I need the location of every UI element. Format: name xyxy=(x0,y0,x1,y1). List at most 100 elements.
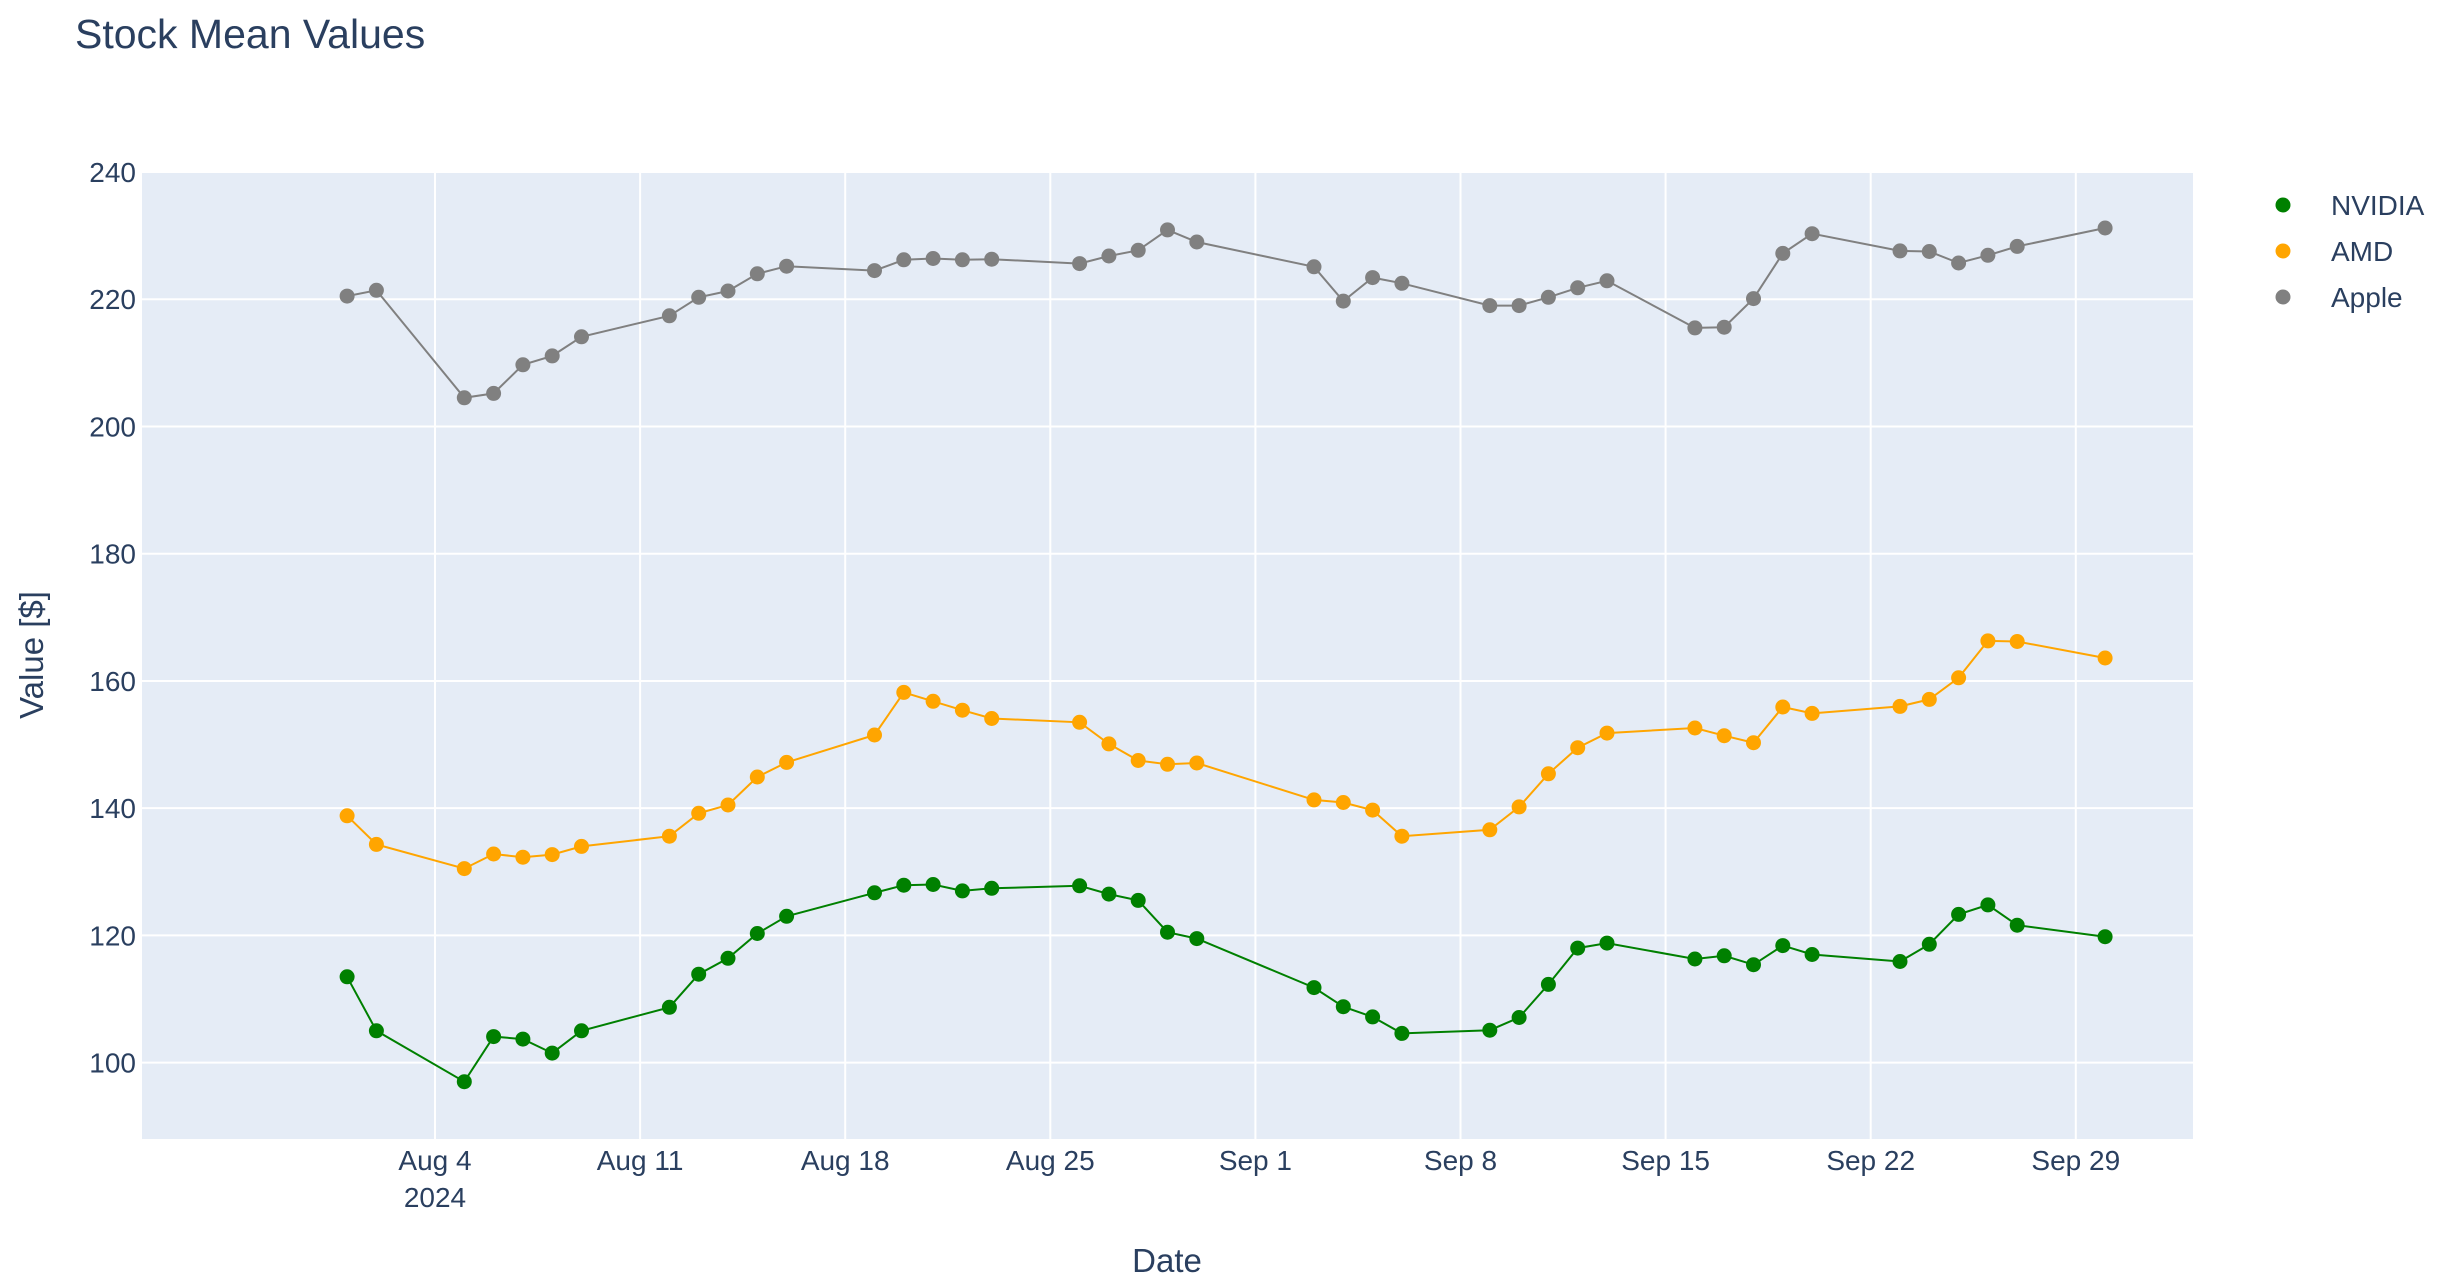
data-point[interactable] xyxy=(1306,259,1322,275)
data-point[interactable] xyxy=(368,282,384,298)
data-point[interactable] xyxy=(1072,878,1088,894)
data-point[interactable] xyxy=(1921,244,1937,259)
data-point[interactable] xyxy=(1599,273,1615,289)
data-point[interactable] xyxy=(1130,242,1146,258)
data-point[interactable] xyxy=(486,385,502,401)
data-point[interactable] xyxy=(691,966,707,982)
data-point[interactable] xyxy=(339,808,355,824)
legend-item-apple[interactable]: Apple xyxy=(2275,282,2403,313)
data-point[interactable] xyxy=(515,357,531,373)
data-point[interactable] xyxy=(1804,947,1820,962)
data-point[interactable] xyxy=(1599,935,1615,951)
data-point[interactable] xyxy=(1365,1009,1381,1025)
data-point[interactable] xyxy=(544,847,560,863)
data-point[interactable] xyxy=(1540,766,1556,782)
data-point[interactable] xyxy=(1365,270,1381,286)
data-point[interactable] xyxy=(867,263,882,279)
data-point[interactable] xyxy=(1394,1025,1410,1041)
data-point[interactable] xyxy=(1511,1010,1527,1025)
legend-item-nvidia[interactable]: NVIDIA xyxy=(2275,190,2425,221)
data-point[interactable] xyxy=(661,828,677,844)
data-point[interactable] xyxy=(661,999,677,1015)
data-point[interactable] xyxy=(1980,247,1996,263)
data-point[interactable] xyxy=(1101,736,1117,752)
data-point[interactable] xyxy=(515,1031,531,1047)
data-point[interactable] xyxy=(574,1023,589,1039)
data-point[interactable] xyxy=(515,849,531,865)
data-point[interactable] xyxy=(984,711,1000,726)
legend-item-amd[interactable]: AMD xyxy=(2275,236,2394,267)
data-point[interactable] xyxy=(720,797,736,813)
data-point[interactable] xyxy=(1746,957,1761,973)
data-point[interactable] xyxy=(1306,980,1322,996)
data-point[interactable] xyxy=(544,1045,560,1061)
data-point[interactable] xyxy=(1980,633,1996,649)
data-point[interactable] xyxy=(1892,698,1908,714)
data-point[interactable] xyxy=(1189,931,1205,947)
data-point[interactable] xyxy=(1951,906,1967,922)
data-point[interactable] xyxy=(2009,917,2025,933)
data-point[interactable] xyxy=(1482,1022,1498,1038)
data-point[interactable] xyxy=(1072,714,1088,730)
data-point[interactable] xyxy=(1775,699,1791,715)
data-point[interactable] xyxy=(867,727,882,743)
data-point[interactable] xyxy=(1599,725,1615,741)
data-point[interactable] xyxy=(925,693,941,709)
data-point[interactable] xyxy=(2097,929,2113,945)
data-point[interactable] xyxy=(544,348,560,364)
data-point[interactable] xyxy=(456,390,472,406)
data-point[interactable] xyxy=(779,258,795,274)
data-point[interactable] xyxy=(1804,705,1820,721)
data-point[interactable] xyxy=(1511,799,1527,815)
data-point[interactable] xyxy=(1365,802,1381,818)
data-point[interactable] xyxy=(1570,940,1586,956)
data-point[interactable] xyxy=(1394,828,1410,844)
data-point[interactable] xyxy=(1189,755,1205,771)
data-point[interactable] xyxy=(749,266,765,282)
data-point[interactable] xyxy=(1716,728,1732,744)
data-point[interactable] xyxy=(779,908,795,924)
data-point[interactable] xyxy=(1687,320,1703,336)
data-point[interactable] xyxy=(954,702,970,718)
data-point[interactable] xyxy=(1540,289,1556,305)
data-point[interactable] xyxy=(1716,948,1732,964)
data-point[interactable] xyxy=(1335,293,1351,309)
data-point[interactable] xyxy=(954,252,970,268)
data-point[interactable] xyxy=(896,684,912,700)
data-point[interactable] xyxy=(1394,275,1410,291)
data-point[interactable] xyxy=(1921,936,1937,952)
data-point[interactable] xyxy=(749,769,765,785)
data-point[interactable] xyxy=(1072,256,1088,272)
data-point[interactable] xyxy=(896,252,912,268)
data-point[interactable] xyxy=(1892,954,1908,969)
data-point[interactable] xyxy=(486,846,502,862)
data-point[interactable] xyxy=(1570,280,1586,296)
data-point[interactable] xyxy=(1160,222,1175,238)
data-point[interactable] xyxy=(1775,245,1791,261)
data-point[interactable] xyxy=(574,838,589,854)
data-point[interactable] xyxy=(368,1023,384,1039)
data-point[interactable] xyxy=(896,877,912,893)
data-point[interactable] xyxy=(1746,291,1761,307)
data-point[interactable] xyxy=(1951,670,1967,686)
data-point[interactable] xyxy=(1980,897,1996,913)
data-point[interactable] xyxy=(1951,255,1967,271)
data-point[interactable] xyxy=(1570,740,1586,756)
data-point[interactable] xyxy=(1482,298,1498,314)
data-point[interactable] xyxy=(1189,234,1205,250)
data-point[interactable] xyxy=(1511,298,1527,314)
data-point[interactable] xyxy=(1101,886,1117,902)
data-point[interactable] xyxy=(1921,691,1937,707)
data-point[interactable] xyxy=(339,969,355,985)
data-point[interactable] xyxy=(486,1029,502,1045)
data-point[interactable] xyxy=(779,754,795,770)
data-point[interactable] xyxy=(1716,319,1732,335)
data-point[interactable] xyxy=(2097,650,2113,666)
data-point[interactable] xyxy=(1160,756,1175,772)
data-point[interactable] xyxy=(1130,753,1146,768)
data-point[interactable] xyxy=(1540,976,1556,992)
legend[interactable]: NVIDIA AMD Apple xyxy=(2275,190,2425,313)
data-point[interactable] xyxy=(1335,795,1351,810)
data-point[interactable] xyxy=(1101,248,1117,264)
data-point[interactable] xyxy=(1804,226,1820,242)
